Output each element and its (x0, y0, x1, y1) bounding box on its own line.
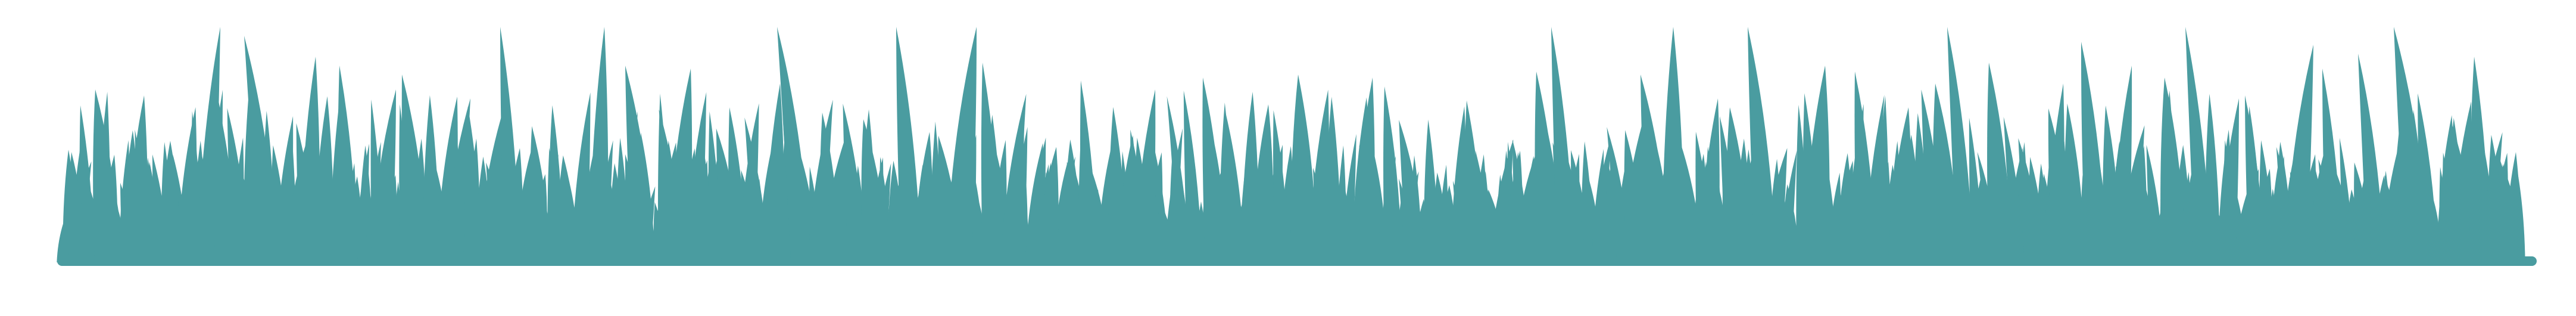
grass-blade (2160, 78, 2186, 262)
grass-blade (1251, 104, 1274, 262)
grass-blade (2505, 152, 2521, 262)
grass-blades-group (57, 27, 2525, 263)
grass-blade (946, 27, 977, 262)
grass-blade (1290, 75, 1317, 262)
grass-blade (2081, 42, 2107, 262)
grass-blade (2332, 162, 2356, 262)
grass-blade (2394, 27, 2430, 262)
grass-blade (1987, 63, 2013, 262)
grass-blade (1433, 172, 1449, 262)
grass-blade (1399, 119, 1426, 262)
grass-blade (1641, 75, 1670, 262)
grass-blade (1803, 66, 1830, 262)
grass-blade (1452, 140, 1477, 262)
grass-blade (694, 137, 713, 262)
grass-blade (822, 137, 847, 262)
grass-blade (1932, 83, 1960, 262)
grass-blade (219, 113, 238, 262)
grass-blade (486, 162, 509, 262)
grass-blade (1325, 97, 1342, 263)
grass-blade (529, 126, 551, 262)
grass-blade (1621, 119, 1644, 262)
grass-blade (1535, 72, 1560, 262)
grass-blade (146, 162, 161, 262)
grass-blade (1551, 27, 1575, 262)
grass-blade (1776, 168, 1792, 262)
grass-blade (764, 83, 785, 262)
grass-blade (1202, 78, 1225, 262)
grass-blade (896, 27, 922, 262)
grass-blade (1341, 134, 1356, 262)
grass-blade (2358, 54, 2385, 262)
grass-blade (843, 103, 866, 262)
grass-blade (1225, 111, 1245, 262)
grass-blade (1478, 171, 1490, 262)
grass-blade (2003, 116, 2025, 262)
grass-blade (2245, 95, 2265, 262)
grass-blade (777, 27, 811, 262)
grass-blade (300, 57, 320, 262)
grass-blade (1662, 27, 1685, 262)
grass-blade (1183, 90, 1202, 263)
grass-blade (1167, 96, 1190, 262)
grass-blade (2018, 138, 2042, 262)
grass-blade (1748, 27, 1776, 262)
grass-blade (1914, 113, 1931, 262)
grass-blade (2487, 135, 2505, 262)
grass-blade (126, 95, 148, 262)
grass-blade (370, 89, 396, 262)
grass-blade (2045, 83, 2064, 262)
grass-blade (1004, 101, 1024, 262)
grass-blade (401, 75, 428, 262)
grass-blade (500, 27, 520, 262)
grass-blade (2284, 45, 2313, 262)
grass-blade (2218, 98, 2240, 262)
grass-blade (1515, 156, 1536, 262)
grass-blade (1969, 117, 1983, 262)
grass-blade (1888, 107, 1912, 262)
grass-blade (1726, 107, 1751, 262)
grass-blade (1876, 95, 1889, 263)
grass-blade (464, 106, 482, 262)
grass-blade (160, 141, 180, 262)
grass-blade (423, 95, 440, 262)
grass-blade (668, 69, 693, 262)
grass-blade (625, 66, 654, 262)
grass-blade (557, 155, 578, 262)
grass-blade (1854, 72, 1877, 262)
grass-blade (1134, 89, 1156, 262)
grass-blade (515, 151, 535, 262)
grass-blade (2450, 101, 2472, 262)
grass-blade (589, 27, 609, 262)
grass-blade (708, 111, 722, 262)
grass-blade (1354, 78, 1375, 262)
grass-blade (68, 152, 86, 262)
grass-blade (1699, 98, 1720, 262)
grass-blade (2110, 66, 2132, 262)
grass-blade (1064, 139, 1083, 262)
grass-blade (2185, 27, 2212, 262)
grass-blade (1080, 80, 1098, 262)
grass-blade (1592, 148, 1604, 262)
grass-blade (2469, 57, 2490, 262)
grass-blade (93, 89, 120, 262)
grass-blade (444, 98, 470, 262)
grass-blade (2322, 69, 2343, 262)
grass-blade (1383, 86, 1402, 262)
grass-blade (1037, 147, 1059, 262)
grass-blade (1273, 110, 1289, 262)
grass-blade (1947, 27, 1974, 262)
grass-blade (728, 107, 747, 262)
grass-blade (861, 119, 888, 262)
grass-blade (2146, 145, 2164, 262)
grass-blade (571, 92, 591, 262)
grass-blade (338, 66, 358, 262)
grass-blade (197, 27, 220, 262)
grass-blade (244, 36, 278, 262)
grass-blade (2135, 138, 2148, 262)
grass-blade (981, 63, 1000, 262)
grass-blade (930, 121, 942, 262)
